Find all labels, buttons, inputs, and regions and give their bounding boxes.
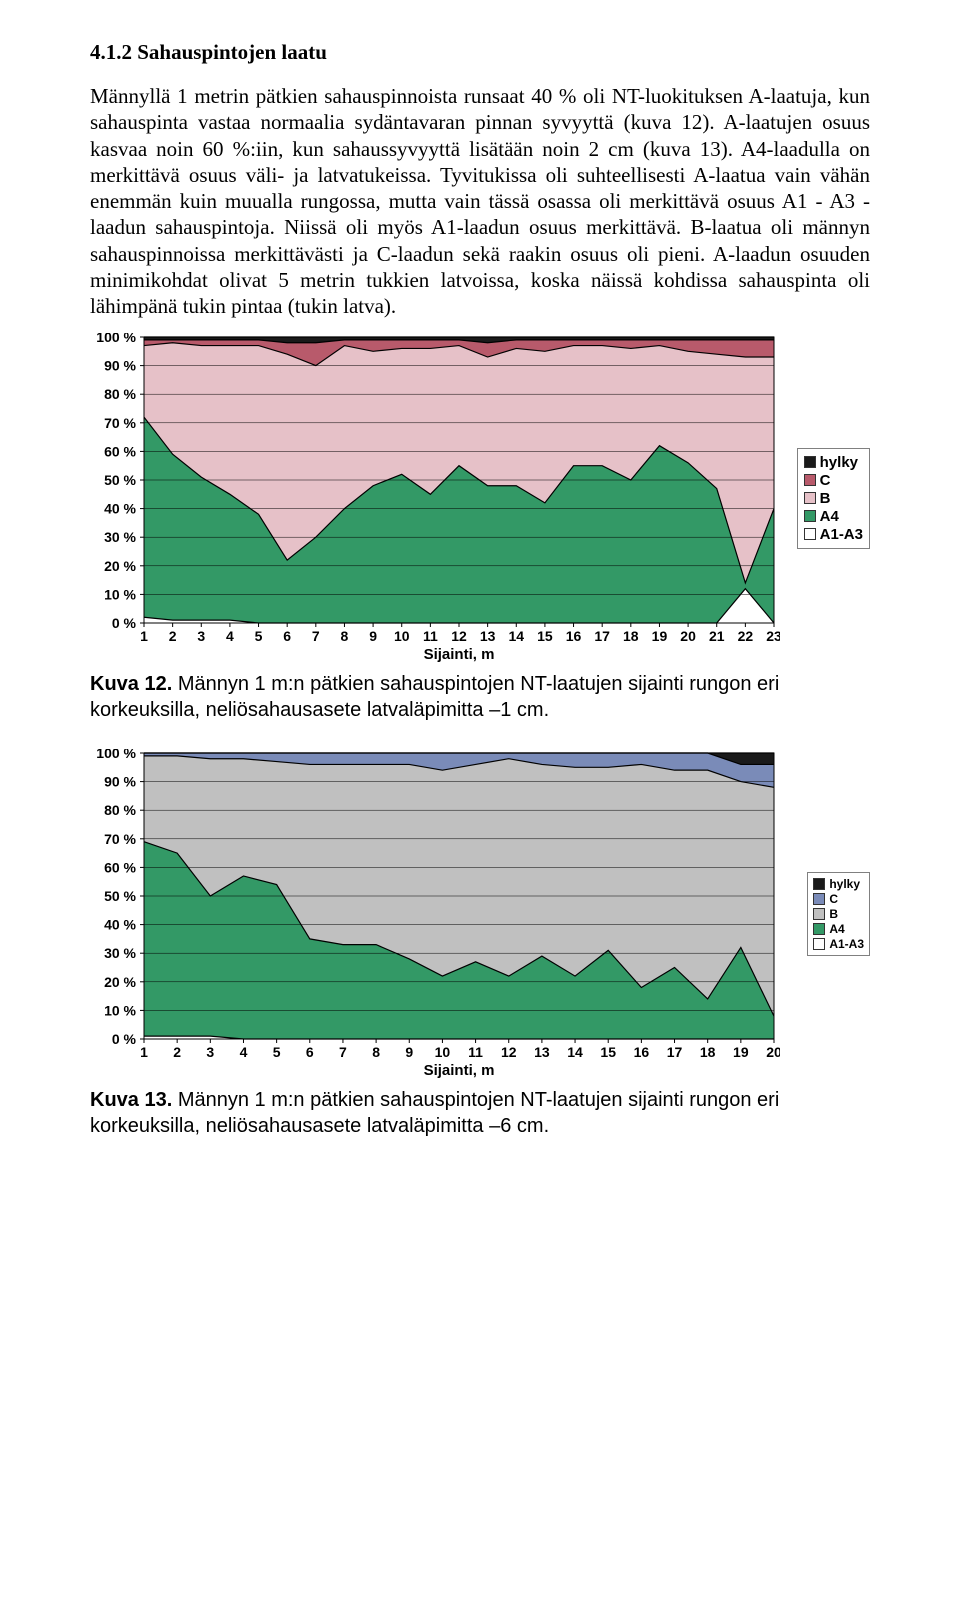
- legend-item-hylky: hylky: [804, 454, 863, 471]
- caption-13: Kuva 13. Männyn 1 m:n pätkien sahauspint…: [90, 1087, 870, 1139]
- legend-item-b: B: [804, 490, 863, 507]
- svg-text:19: 19: [733, 1044, 749, 1060]
- svg-text:100 %: 100 %: [96, 333, 136, 345]
- svg-text:1: 1: [140, 628, 148, 644]
- svg-text:7: 7: [339, 1044, 347, 1060]
- svg-text:20: 20: [766, 1044, 780, 1060]
- svg-text:11: 11: [423, 628, 438, 644]
- legend-item-hylky: hylky: [813, 877, 864, 891]
- svg-text:80 %: 80 %: [104, 386, 136, 402]
- svg-text:10: 10: [435, 1044, 451, 1060]
- svg-text:Sijainti, m: Sijainti, m: [424, 646, 495, 663]
- svg-text:30 %: 30 %: [104, 529, 136, 545]
- svg-text:20 %: 20 %: [104, 974, 136, 990]
- svg-text:14: 14: [567, 1044, 583, 1060]
- svg-text:40 %: 40 %: [104, 501, 136, 517]
- svg-text:6: 6: [306, 1044, 314, 1060]
- legend-item-c: C: [813, 892, 864, 906]
- svg-text:80 %: 80 %: [104, 802, 136, 818]
- legend-item-b: B: [813, 907, 864, 921]
- svg-text:70 %: 70 %: [104, 415, 136, 431]
- svg-text:13: 13: [534, 1044, 550, 1060]
- svg-text:9: 9: [405, 1044, 413, 1060]
- chart-13: 0 % 10 % 20 % 30 % 40 % 50 % 60 % 70 % 80 % 90 % 1…: [90, 749, 870, 1079]
- svg-text:16: 16: [634, 1044, 650, 1060]
- svg-text:50 %: 50 %: [104, 472, 136, 488]
- chart-12-legend: hylky C B A4 A1-A3: [797, 448, 870, 549]
- svg-text:1: 1: [140, 1044, 148, 1060]
- svg-text:2: 2: [169, 628, 177, 644]
- svg-text:21: 21: [709, 628, 725, 644]
- svg-text:9: 9: [369, 628, 377, 644]
- svg-text:10: 10: [394, 628, 410, 644]
- svg-text:3: 3: [206, 1044, 214, 1060]
- svg-text:19: 19: [652, 628, 668, 644]
- chart-13-legend: hylky C B A4 A1-A3: [807, 872, 870, 956]
- svg-text:17: 17: [667, 1044, 683, 1060]
- legend-item-a4: A4: [813, 922, 864, 936]
- caption-13-label: Kuva 13.: [90, 1089, 172, 1111]
- svg-text:0 %: 0 %: [112, 1031, 137, 1047]
- svg-text:22: 22: [738, 628, 754, 644]
- svg-text:40 %: 40 %: [104, 917, 136, 933]
- svg-text:60 %: 60 %: [104, 444, 136, 460]
- svg-text:5: 5: [273, 1044, 281, 1060]
- svg-text:100 %: 100 %: [96, 749, 136, 761]
- svg-text:5: 5: [255, 628, 263, 644]
- svg-text:15: 15: [537, 628, 553, 644]
- svg-text:20: 20: [680, 628, 696, 644]
- legend-item-a1-a3: A1-A3: [804, 526, 863, 543]
- legend-item-c: C: [804, 472, 863, 489]
- svg-text:11: 11: [468, 1044, 483, 1060]
- svg-text:12: 12: [501, 1044, 517, 1060]
- svg-text:14: 14: [508, 628, 524, 644]
- svg-text:8: 8: [372, 1044, 380, 1060]
- svg-text:4: 4: [240, 1044, 248, 1060]
- svg-text:10 %: 10 %: [104, 587, 136, 603]
- svg-text:8: 8: [341, 628, 349, 644]
- chart-12: 0 % 10 % 20 % 30 % 40 % 50 % 60 % 70 % 80 % 90 % 1…: [90, 333, 870, 663]
- svg-text:18: 18: [700, 1044, 716, 1060]
- svg-text:50 %: 50 %: [104, 888, 136, 904]
- svg-text:7: 7: [312, 628, 320, 644]
- svg-text:3: 3: [197, 628, 205, 644]
- caption-12-text: Männyn 1 m:n pätkien sahauspintojen NT-l…: [90, 673, 779, 721]
- svg-text:2: 2: [173, 1044, 181, 1060]
- caption-12: Kuva 12. Männyn 1 m:n pätkien sahauspint…: [90, 671, 870, 723]
- svg-text:90 %: 90 %: [104, 774, 136, 790]
- legend-item-a4: A4: [804, 508, 863, 525]
- body-paragraph: Männyllä 1 metrin pätkien sahauspinnoist…: [90, 83, 870, 319]
- svg-text:20 %: 20 %: [104, 558, 136, 574]
- legend-item-a1-a3: A1-A3: [813, 937, 864, 951]
- svg-text:10 %: 10 %: [104, 1003, 136, 1019]
- svg-text:6: 6: [283, 628, 291, 644]
- svg-text:16: 16: [566, 628, 582, 644]
- svg-text:18: 18: [623, 628, 639, 644]
- svg-text:4: 4: [226, 628, 234, 644]
- svg-text:60 %: 60 %: [104, 860, 136, 876]
- svg-text:0 %: 0 %: [112, 615, 137, 631]
- svg-text:Sijainti, m: Sijainti, m: [424, 1062, 495, 1079]
- svg-text:23: 23: [766, 628, 780, 644]
- caption-13-text: Männyn 1 m:n pätkien sahauspintojen NT-l…: [90, 1089, 779, 1137]
- svg-text:12: 12: [451, 628, 467, 644]
- svg-text:15: 15: [600, 1044, 616, 1060]
- svg-text:13: 13: [480, 628, 496, 644]
- svg-text:90 %: 90 %: [104, 358, 136, 374]
- svg-text:30 %: 30 %: [104, 945, 136, 961]
- section-heading: 4.1.2 Sahauspintojen laatu: [90, 40, 870, 65]
- caption-12-label: Kuva 12.: [90, 673, 172, 695]
- svg-text:17: 17: [594, 628, 610, 644]
- svg-text:70 %: 70 %: [104, 831, 136, 847]
